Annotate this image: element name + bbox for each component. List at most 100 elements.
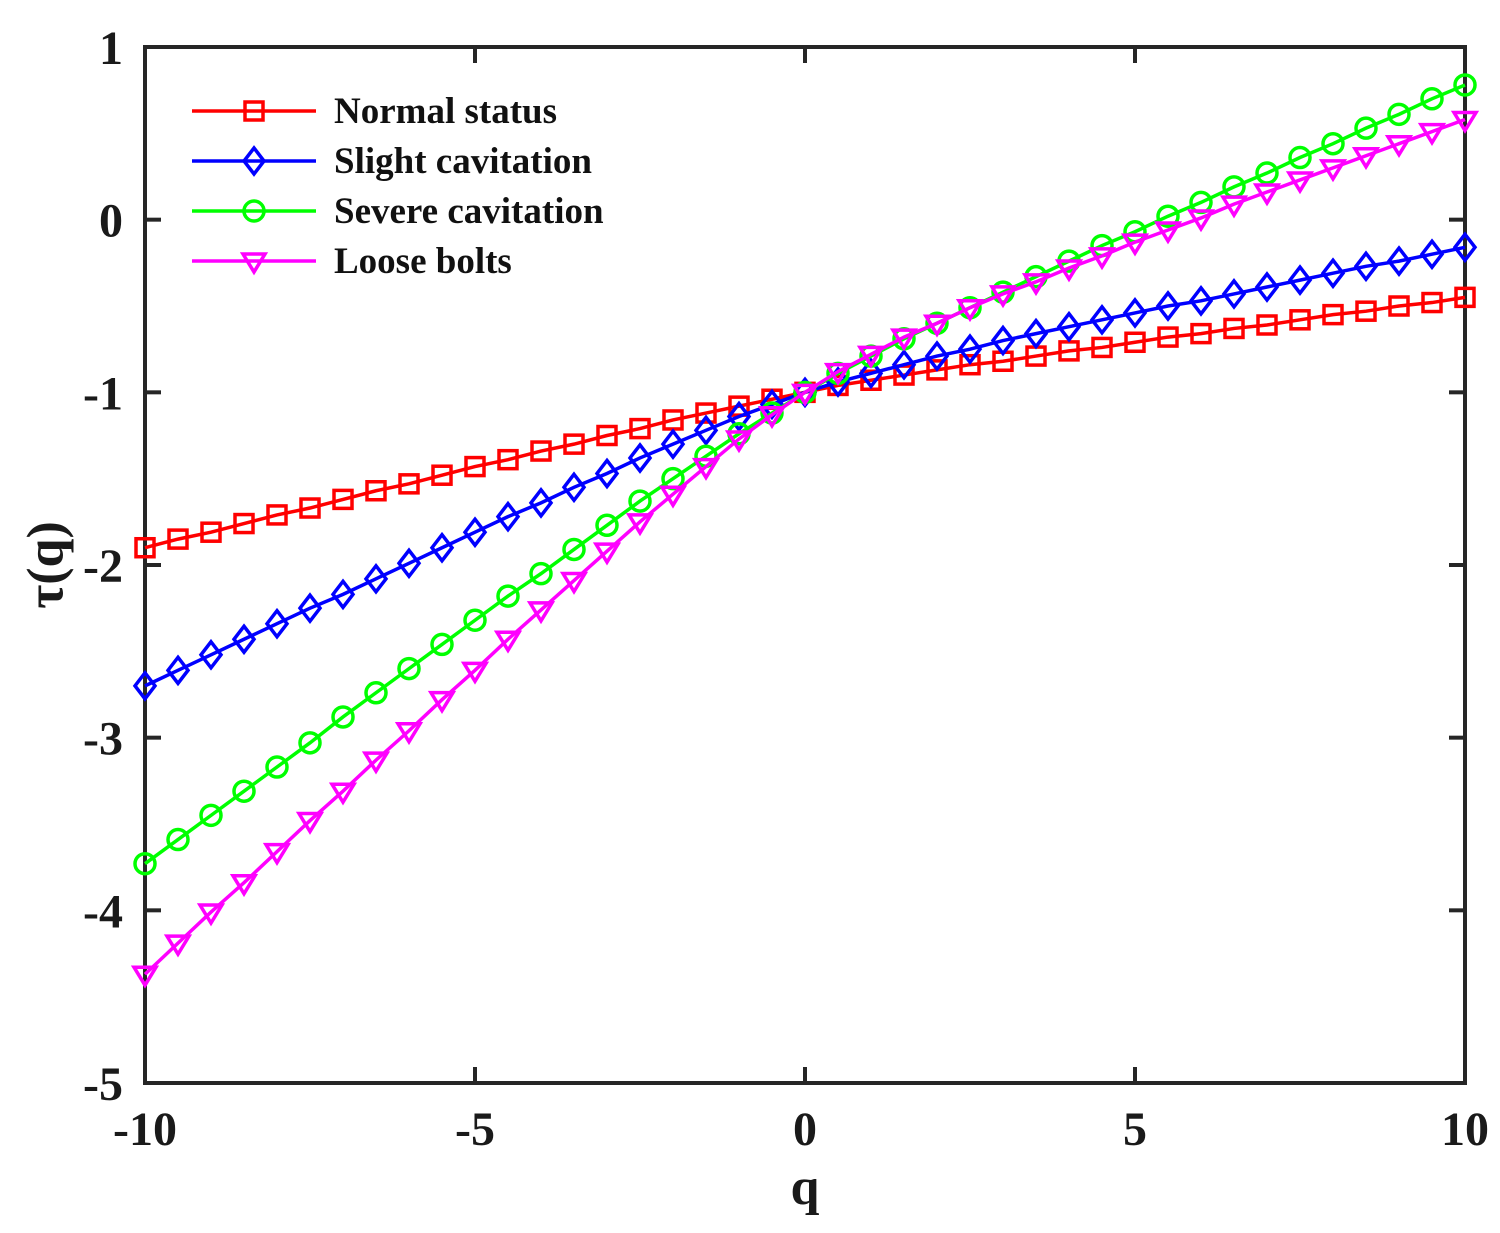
series-loose-bolts-marker [229,873,259,898]
series-severe-cavitation-marker [133,851,157,876]
series-normal-status-marker [299,497,321,519]
series-slight-cavitation-marker [264,607,290,640]
series-loose-bolts-marker [922,314,952,338]
series-slight-cavitation-marker [363,562,389,595]
normal-status-swatch-icon [192,100,316,122]
series-normal-status-marker [134,536,156,559]
series-loose-bolts-marker [328,782,358,806]
series-loose-bolts-marker [1087,247,1117,271]
series-severe-cavitation-marker [1453,73,1477,97]
series-normal-status-marker [233,512,255,535]
legend-label-severe-cavitation: Severe cavitation [334,190,604,232]
series-normal-status-marker [1289,309,1311,331]
series-slight-cavitation-marker [759,388,785,421]
series-loose-bolts-marker [427,690,457,715]
series-slight-cavitation [132,231,1478,702]
series-slight-cavitation-marker [231,623,257,656]
series-severe-cavitation-marker [265,755,289,779]
series-loose-bolts-marker [691,457,721,481]
series-loose-bolts-marker [988,285,1018,309]
series-severe-cavitation-marker [595,513,619,538]
series-loose-bolts-marker [1054,259,1084,283]
series-severe-cavitation-marker [1255,161,1279,185]
series-loose-bolts-marker [592,542,622,566]
legend-entry-slight-cavitation: Slight cavitation [190,136,604,186]
series-slight-cavitation-marker [957,333,983,366]
legend-label-slight-cavitation: Slight cavitation [334,140,592,182]
series-normal-status-marker [1454,286,1476,309]
series-normal-status-marker [1124,331,1146,354]
series-loose-bolts-marker [1285,171,1315,195]
x-tick-label: 5 [1123,1103,1147,1156]
y-tick-label: 0 [99,195,123,248]
y-tick-label: 1 [99,22,123,75]
legend-marker-sample [241,145,267,177]
series-slight-cavitation-marker [1287,264,1313,296]
series-severe-cavitation-marker [397,656,421,681]
series-slight-cavitation-marker [693,414,719,447]
series-normal-status-marker [497,448,519,471]
series-normal-status-marker [1091,336,1113,359]
series-loose-bolts-marker [1021,273,1051,297]
x-tick-label: 0 [793,1103,817,1156]
series-loose-bolts-marker [1120,233,1150,257]
series-slight-cavitation-marker [396,547,422,580]
severe-cavitation-swatch-icon [192,199,316,223]
series-loose-bolts-marker [1252,183,1282,207]
series-severe-cavitation-marker [232,779,256,803]
series-normal-status-marker [464,455,486,478]
series-loose-bolts-marker [295,811,325,835]
series-slight-cavitation-marker [1122,297,1148,329]
series-normal-status-marker [1157,326,1179,348]
series-normal-status-marker [926,359,948,381]
loose-bolts-swatch-icon [192,252,316,276]
y-tick-label: -3 [83,713,123,766]
y-axis-label: τ(q) [17,521,75,609]
series-loose-bolts-marker [262,842,292,866]
series-loose-bolts-marker [1450,110,1480,134]
series-loose-bolts-marker [757,406,787,430]
series-normal-status-marker [695,402,717,424]
series-normal-status-marker [1355,300,1377,322]
series-slight-cavitation-marker [990,324,1016,357]
series-normal-status-marker [167,528,189,550]
series-slight-cavitation-marker [1056,310,1082,343]
series-loose-bolts-marker [724,430,754,454]
series-slight-cavitation-marker [132,669,158,702]
series-loose-bolts-marker [823,362,853,386]
series-normal-status-marker [1388,295,1410,317]
series-slight-cavitation-marker [594,457,620,490]
series-normal-status-marker [860,369,882,391]
series-severe-cavitation-marker [463,608,487,633]
y-tick-label: -5 [83,1058,123,1111]
legend-entry-severe-cavitation: Severe cavitation [190,186,604,236]
series-severe-cavitation-marker [1321,131,1345,156]
legend-label-normal-status: Normal status [334,90,558,132]
series-severe-cavitation-marker [166,827,190,852]
legend: Normal status Slight cavitation Severe c… [190,86,604,286]
series-severe-cavitation-marker [1354,116,1378,140]
series-loose-bolts-marker [790,383,820,407]
series-loose-bolts-marker [559,571,589,595]
slight-cavitation-swatch-icon [192,145,316,177]
series-severe-cavitation-marker [529,561,553,586]
series-severe-cavitation-marker [298,731,322,755]
series-severe-cavitation-marker [496,584,520,608]
series-slight-cavitation-marker [462,516,488,549]
series-severe-cavitation-marker [1420,87,1444,111]
series-loose-bolts [130,110,1480,989]
series-slight-cavitation-marker [1188,284,1214,317]
series-severe-cavitation-marker [1387,102,1411,127]
series-slight-cavitation-line [144,245,1466,688]
series-normal-status-marker [266,504,288,526]
series-slight-cavitation-marker [561,471,587,504]
series-normal-status-marker [530,440,552,462]
x-tick-label: -5 [455,1103,495,1156]
series-loose-bolts-marker [163,934,193,958]
x-axis-label: q [790,1159,820,1216]
series-severe-cavitation-marker [628,489,652,513]
series-slight-cavitation-marker [1089,303,1115,336]
series-normal-status-marker [431,464,453,486]
